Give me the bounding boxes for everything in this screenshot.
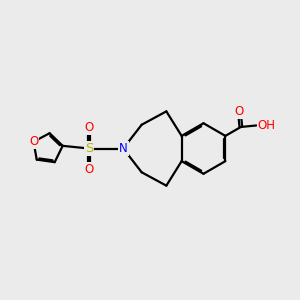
Text: O: O — [29, 135, 38, 148]
Text: S: S — [85, 142, 93, 155]
Text: N: N — [119, 142, 128, 155]
Text: O: O — [84, 163, 94, 176]
Text: O: O — [84, 121, 94, 134]
Text: OH: OH — [258, 119, 276, 132]
Text: O: O — [235, 105, 244, 118]
